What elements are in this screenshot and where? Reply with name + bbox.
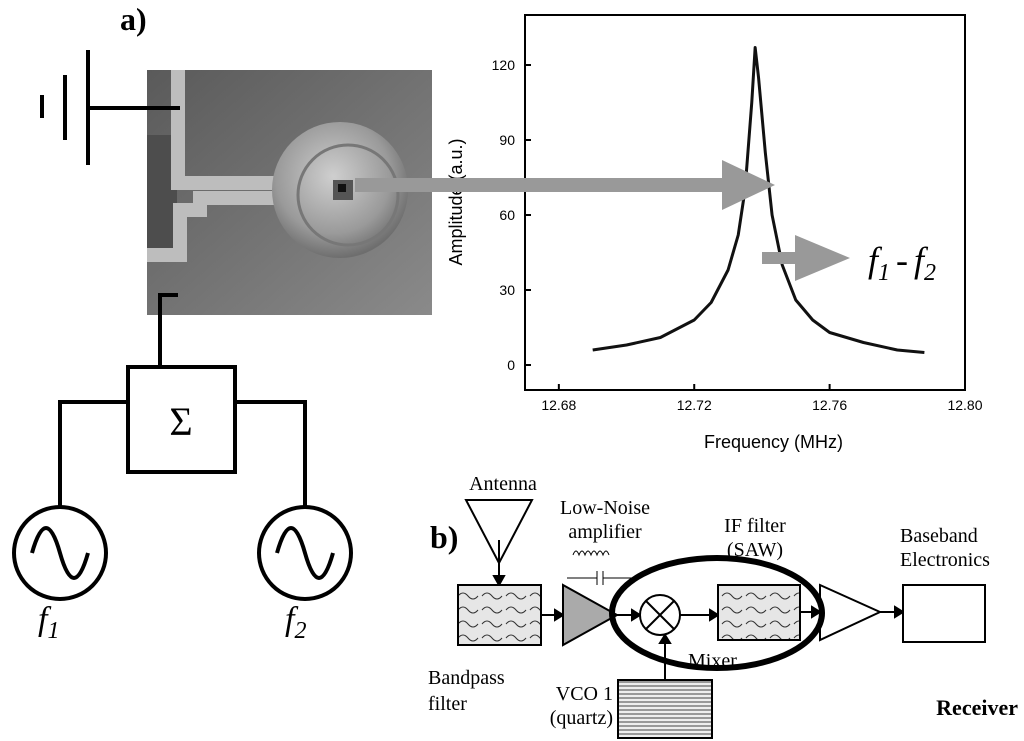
y-tick-label: 90 <box>499 132 515 148</box>
vco-label: VCO 1(quartz) <box>550 683 613 729</box>
y-tick-label: 30 <box>499 282 515 298</box>
summer-symbol: Σ <box>169 399 192 444</box>
source-label: f1 <box>38 601 59 644</box>
line: Low-Noise <box>560 497 650 519</box>
chart: 0 30 60 90 120 12.68 12.72 12.76 12.80 <box>492 15 983 413</box>
annotation-part: 2 <box>924 260 936 286</box>
antenna-label: Antenna <box>469 473 537 495</box>
line: (SAW) <box>727 539 783 561</box>
panel-label: a) <box>120 1 147 37</box>
bandpass-label: Bandpass filter <box>428 667 505 715</box>
mixer-label: Mixer <box>688 650 737 672</box>
line: filter <box>428 693 467 715</box>
x-axis-label: Frequency (MHz) <box>704 432 843 452</box>
line: Bandpass <box>428 667 505 689</box>
line: IF filter <box>724 515 786 537</box>
line: Baseband <box>900 525 978 547</box>
y-tick-label: 120 <box>492 57 516 73</box>
receiver-label: Receiver <box>936 695 1018 720</box>
x-tick-label: 12.72 <box>677 397 712 413</box>
source-sub: 2 <box>294 618 306 644</box>
source-label: f2 <box>285 601 306 644</box>
line: (quartz) <box>550 707 613 729</box>
line: amplifier <box>568 521 642 543</box>
annotation-part: - <box>896 240 908 280</box>
annotation-part: 1 <box>878 260 890 286</box>
y-tick-label: 60 <box>499 207 515 223</box>
if-filter-label: IF filter(SAW) <box>724 515 786 561</box>
y-axis-label: Amplitude (a.u.) <box>446 138 466 265</box>
line: VCO 1 <box>556 683 613 705</box>
device-image <box>147 70 432 315</box>
plot-frame <box>525 15 965 390</box>
figure: a) Σ f1 f2 0 30 60 90 120 12.68 12.72 12.76 12.8… <box>0 0 1024 741</box>
line: Electronics <box>900 549 990 571</box>
line-series <box>593 48 925 353</box>
x-tick-label: 12.76 <box>812 397 847 413</box>
panel-label: b) <box>430 519 458 555</box>
x-tick-label: 12.68 <box>541 397 576 413</box>
source-sub: 1 <box>47 618 59 644</box>
y-tick-label: 0 <box>507 357 515 373</box>
annotation: f1-f2 <box>868 240 936 286</box>
x-tick-label: 12.80 <box>947 397 982 413</box>
